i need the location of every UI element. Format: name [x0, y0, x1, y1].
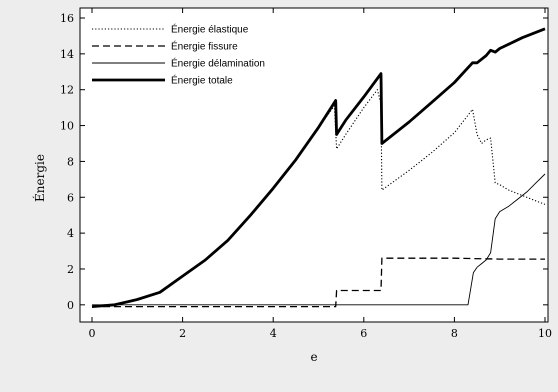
x-tick-label: 2 — [179, 327, 186, 340]
y-tick-label: 8 — [67, 155, 74, 168]
legend-label-3: Énergie délamination — [171, 57, 265, 70]
y-tick-label: 0 — [67, 299, 74, 312]
y-tick-label: 2 — [67, 263, 74, 276]
series-line-4 — [91, 27, 546, 308]
series-line-2 — [92, 257, 545, 308]
x-tick-label: 10 — [538, 327, 552, 340]
series-line-1 — [91, 89, 546, 308]
y-tick-label: 10 — [60, 120, 74, 133]
x-tick-label: 8 — [451, 327, 458, 340]
y-tick-label: 16 — [60, 12, 74, 25]
x-axis-title: e — [310, 350, 317, 364]
x-tick-label: 0 — [89, 327, 96, 340]
plot-area — [79, 7, 549, 323]
y-axis-title: Énergie — [32, 154, 47, 202]
series-lines — [91, 27, 546, 308]
axis-ticks: 0 2 4 6 8 10 0 2 4 6 8 10 12 14 16 — [60, 8, 552, 340]
y-tick-label: 12 — [60, 84, 74, 97]
series-line-3 — [92, 173, 546, 306]
legend-label-4: Énergie totale — [171, 74, 233, 87]
y-tick-label: 6 — [67, 191, 74, 204]
y-tick-label: 4 — [67, 227, 74, 240]
x-tick-label: 4 — [270, 327, 277, 340]
legend-label-2: Énergie fissure — [171, 40, 238, 53]
y-tick-label: 14 — [60, 48, 74, 61]
legend: Énergie élastique Énergie fissure Énergie … — [92, 23, 265, 87]
legend-label-1: Énergie élastique — [171, 23, 249, 36]
x-tick-label: 6 — [360, 327, 367, 340]
